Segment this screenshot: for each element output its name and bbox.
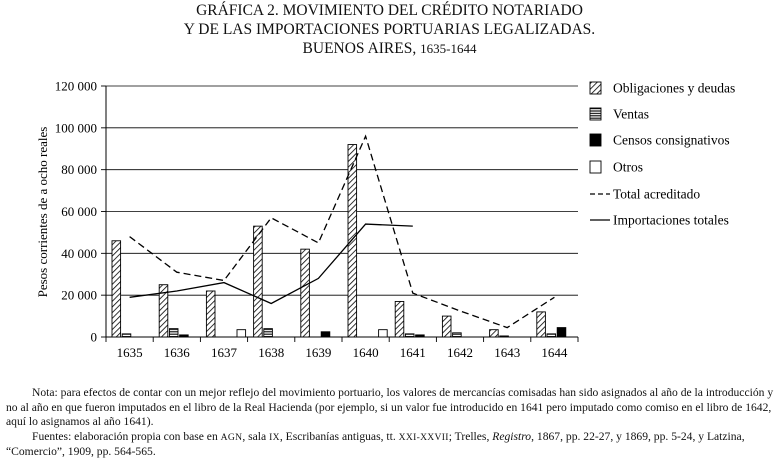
bar-obligaciones-y-deudas-1640: [347, 144, 358, 338]
sources-prefix: Fuentes: elaboración propia con base en: [32, 429, 221, 443]
sources-sala-num: IX: [269, 431, 280, 443]
y-axis-label: Pesos corrientes de a ocho reales: [35, 127, 50, 298]
x-tick-label: 1640: [353, 345, 379, 360]
legend-swatch-obligaciones-y-deudas: [589, 81, 602, 95]
y-tick-label: 0: [91, 330, 98, 345]
sources-escribanias: , Escribanías antiguas, tt.: [279, 429, 399, 443]
line-importaciones-totales: [129, 223, 413, 305]
bar-censos-consignativos-1636: [179, 334, 189, 338]
title-place: BUENOS AIRES,: [302, 40, 417, 57]
legend-swatch-ventas: [589, 107, 602, 121]
sources-sala: , sala: [242, 429, 270, 443]
bar-obligaciones-y-deudas-1639: [300, 248, 310, 338]
bar-censos-consignativos-1644: [556, 327, 567, 338]
bar-obligaciones-y-deudas-1636: [158, 284, 169, 338]
legend-swatch-otros: [589, 160, 602, 174]
legend-label-obligaciones-y-deudas: Obligaciones y deudas: [613, 81, 735, 96]
bar-ventas-1642: [452, 332, 462, 338]
gridlines: [106, 85, 578, 296]
y-tick-label: 60 000: [61, 204, 97, 219]
bar-ventas-1644: [546, 333, 557, 338]
bar-ventas-1636: [168, 328, 179, 338]
bar-obligaciones-y-deudas-1635: [111, 240, 122, 338]
x-tick-label: 1641: [400, 345, 426, 360]
bar-ventas-1643: [499, 335, 509, 338]
legend-label-otros: Otros: [613, 160, 643, 175]
x-tick-label: 1643: [494, 345, 520, 360]
y-tick-label: 40 000: [61, 246, 97, 261]
legend-label-ventas: Ventas: [613, 107, 649, 122]
title-line-1: GRÁFICA 2. MOVIMIENTO DEL CRÉDITO NOTARI…: [196, 2, 583, 19]
x-axis: 1635 1636 1637 1638 1639 1640 1641 1642 1643 1644: [105, 336, 579, 360]
note-text: Nota: para efectos de contar con un mejo…: [6, 386, 774, 429]
x-tick-label: 1636: [164, 345, 191, 360]
bar-ventas-1638: [263, 328, 273, 338]
chart-title: GRÁFICA 2. MOVIMIENTO DEL CRÉDITO NOTARI…: [0, 1, 779, 58]
legend-swatch-censos-consignativos: [589, 133, 602, 147]
y-tick-label: 120 000: [55, 79, 97, 94]
bar-otros-1640: [378, 329, 388, 338]
sources-rest: , 1867, pp. 22-27, y 1869, pp. 5-24, y L…: [6, 429, 745, 459]
sources-agn: AGN: [220, 431, 243, 443]
bar-censos-consignativos-1641: [415, 334, 425, 338]
sources-tomos: XXI-XXVII: [398, 431, 449, 443]
y-tick-label: 100 000: [55, 120, 97, 135]
x-tick-label: 1639: [305, 345, 331, 360]
sources-text: Fuentes: elaboración propia con base en …: [6, 430, 776, 460]
x-tick-label: 1642: [447, 345, 473, 360]
legend: Obligaciones y deudas Ventas Censos consig…: [589, 81, 735, 228]
x-tick-label: 1638: [258, 345, 284, 360]
sources-registro: Registro: [492, 429, 532, 443]
title-line-3: BUENOS AIRES, 1635-1644: [0, 39, 779, 58]
legend-label-censos-consignativos: Censos consignativos: [613, 133, 730, 148]
bar-obligaciones-y-deudas-1644: [536, 311, 546, 338]
bar-obligaciones-y-deudas-1638: [253, 225, 263, 338]
notes: Nota: para efectos de contar con un mejo…: [6, 386, 776, 460]
x-tick-label: 1635: [117, 345, 143, 360]
bar-ventas-1641: [404, 333, 415, 338]
x-tick-label: 1637: [211, 345, 238, 360]
legend-label-importaciones-totales: Importaciones totales: [613, 213, 729, 228]
bar-ventas-1635: [121, 333, 132, 338]
bar-censos-consignativos-1639: [320, 331, 331, 338]
bar-obligaciones-y-deudas-1641: [394, 300, 405, 338]
sources-trelles: ; Trelles,: [448, 429, 493, 443]
y-tick-label: 80 000: [61, 162, 97, 177]
title-line-2: Y DE LAS IMPORTACIONES PORTUARIAS LEGALI…: [183, 21, 596, 38]
y-axis: 0 20 000 40 000 60 000 80 000 100 000 120 000: [55, 79, 107, 345]
legend-label-total-acreditado: Total acreditado: [613, 187, 700, 202]
series-lines: [129, 134, 555, 329]
x-tick-label: 1644: [541, 345, 568, 360]
y-tick-label: 20 000: [61, 288, 97, 303]
bars: [111, 144, 567, 338]
bar-obligaciones-y-deudas-1642: [441, 315, 452, 338]
line-total-acreditado: [129, 134, 555, 329]
bar-otros-1637: [236, 329, 247, 338]
bar-obligaciones-y-deudas-1643: [489, 329, 499, 338]
title-years: 1635-1644: [420, 41, 477, 56]
bar-obligaciones-y-deudas-1637: [205, 290, 216, 338]
